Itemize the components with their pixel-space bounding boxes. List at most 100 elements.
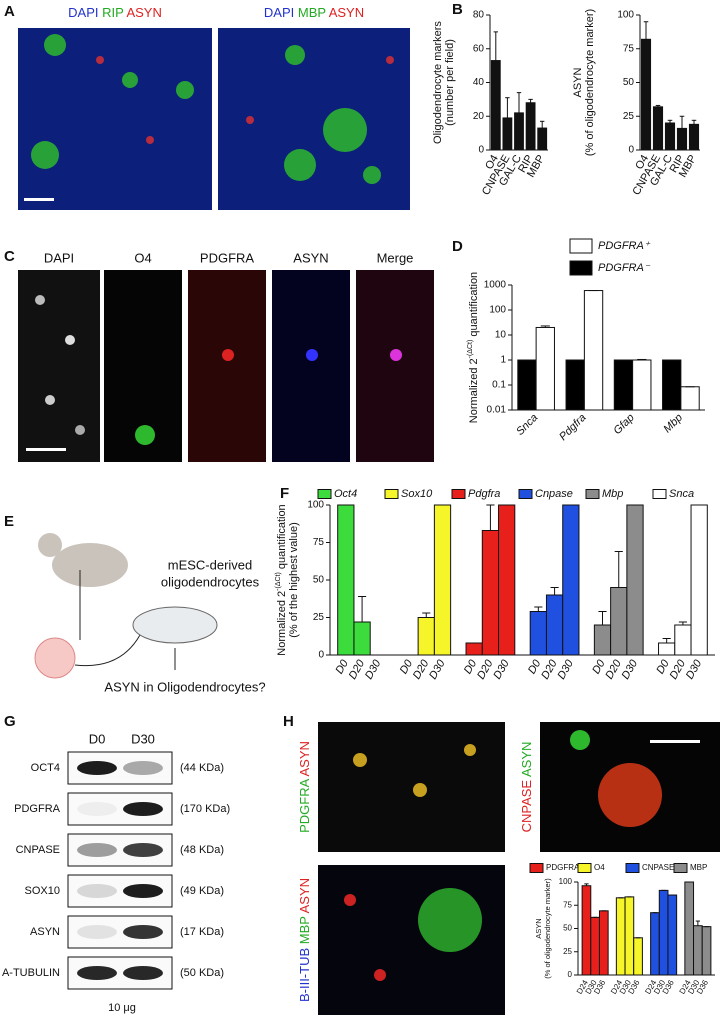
y-tick-label: 40: [473, 77, 485, 88]
bar: [676, 127, 688, 151]
bar: [640, 38, 652, 151]
bar: [529, 611, 547, 656]
band: [77, 884, 117, 898]
bar: [701, 926, 712, 976]
legend-label: Sox10: [401, 488, 433, 500]
bar: [650, 912, 660, 976]
image-label: CNPASE ASYN: [519, 742, 534, 833]
bar: [613, 359, 634, 411]
y-axis-label: (% of the highest value): [288, 522, 300, 638]
image-label: DAPI: [44, 250, 74, 265]
x-tick-label: D30: [491, 657, 512, 681]
panel-letter: F: [280, 485, 289, 502]
bar: [658, 642, 676, 656]
band: [123, 966, 163, 980]
size-label: (44 KDa): [180, 762, 224, 774]
y-tick-label: 0.1: [492, 380, 506, 391]
scale-bar: [26, 448, 66, 451]
mouse: [52, 543, 128, 587]
x-tick-label: Snca: [514, 412, 540, 438]
panel-letter: D: [452, 238, 463, 255]
image-h-tub: [318, 865, 505, 1015]
label-word: MBP: [298, 5, 326, 20]
bar: [610, 587, 628, 656]
cells-red: [96, 56, 394, 144]
scale-bar: [24, 198, 54, 201]
bar: [502, 117, 513, 151]
x-tick-label: D30: [620, 657, 641, 681]
y-tick-label: 75: [623, 43, 635, 54]
y-axis-label: Normalized 2-(ΔCt) quantification: [467, 272, 480, 423]
image-c-merge: [356, 270, 434, 462]
legend-label: Pdgfra: [468, 488, 500, 500]
band: [77, 761, 117, 775]
legend-label: PDGFRA⁺: [598, 240, 651, 252]
y-tick-label: 0: [318, 650, 324, 661]
label-word: PDGFRA: [297, 778, 312, 833]
legend-label: Cnpase: [535, 488, 573, 500]
x-tick-label: D30: [555, 657, 576, 681]
x-tick-label: Gfap: [611, 412, 636, 437]
legend-swatch: [451, 489, 466, 499]
column-label: D30: [131, 731, 155, 746]
cells: [31, 34, 381, 184]
legend-label: MBP: [690, 863, 707, 872]
x-tick-label: D30: [427, 657, 448, 681]
bar: [667, 894, 678, 976]
y-tick-label: 25: [563, 947, 572, 956]
y-axis-label: ASYN: [572, 67, 584, 97]
band: [123, 884, 163, 898]
label-word: RIP: [102, 5, 123, 20]
bar: [498, 504, 516, 656]
caption: mESC-derived: [168, 557, 253, 572]
label-word: MBP: [297, 916, 312, 944]
x-tick-label: Mbp: [661, 412, 685, 436]
bar: [662, 359, 682, 411]
image-label: PDGFRA ASYN: [297, 741, 312, 833]
bar: [624, 896, 635, 976]
bar: [535, 326, 555, 411]
bar: [433, 504, 452, 656]
protein-label: PDGFRA: [14, 803, 61, 815]
protein-label: SOX10: [25, 885, 60, 897]
band: [123, 761, 163, 775]
bar: [481, 530, 500, 656]
bar: [583, 290, 604, 411]
x-tick-label: D30: [684, 657, 705, 681]
bar: [632, 359, 652, 411]
image-h-pdgfra: [318, 722, 505, 852]
bar: [615, 897, 626, 976]
x-tick-label: D20: [603, 657, 624, 681]
y-tick-label: 1000: [484, 280, 507, 291]
image-c-pdgfra: [188, 270, 266, 462]
label-part: quantification: [468, 272, 480, 340]
bar: [593, 624, 612, 656]
protein-label: CNPASE: [16, 844, 60, 856]
image-label: O4: [134, 250, 151, 265]
bar: [525, 102, 536, 151]
bar: [565, 359, 585, 411]
c-dots: [35, 295, 402, 445]
y-tick-label: 25: [623, 111, 635, 122]
chart: 0 25 50 75 100 Normalized 2-(ΔCt) quantificat…: [275, 488, 715, 681]
band: [77, 802, 117, 816]
band: [123, 802, 163, 816]
band: [77, 925, 117, 939]
size-label: (48 KDa): [180, 844, 224, 856]
legend-label: CNPASE: [642, 863, 674, 872]
bar: [337, 504, 355, 656]
bar: [537, 127, 548, 151]
footer: 10 μg: [108, 1002, 136, 1014]
label-word: ASYN: [126, 5, 161, 20]
x-tick-label: D20: [475, 657, 496, 681]
y-tick-label: 100: [489, 305, 506, 316]
y-tick-label: 75: [563, 900, 572, 909]
chart: 0.01 0.1 1 10 100 1000 Normalized 2-(ΔCt) quan…: [467, 238, 705, 443]
band: [123, 925, 163, 939]
bar: [514, 112, 524, 151]
x-tick-label: D20: [539, 657, 560, 681]
y-tick-label: 25: [313, 612, 325, 623]
panel-letter: G: [4, 713, 16, 730]
label-word: ASYN: [297, 741, 312, 776]
